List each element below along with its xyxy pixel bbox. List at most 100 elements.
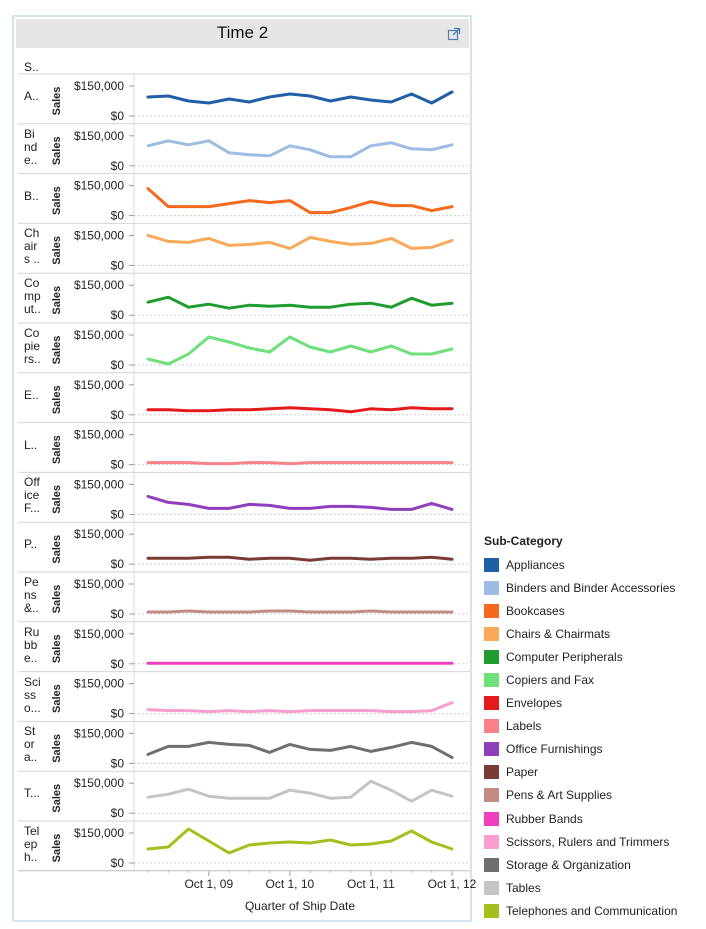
legend-label: Binders and Binder Accessories xyxy=(506,580,676,595)
legend-title: Sub-Category xyxy=(484,534,563,548)
x-tick-label: Oct 1, 12 xyxy=(428,877,477,891)
x-tick-label: Oct 1, 11 xyxy=(347,877,395,891)
legend-item[interactable]: Envelopes xyxy=(484,692,704,715)
y-axis-title: Sales xyxy=(51,585,63,614)
y-tick-label: $0 xyxy=(111,159,125,173)
series-line xyxy=(146,555,454,562)
y-tick-label: $0 xyxy=(111,258,125,272)
y-tick-label: $150,000 xyxy=(74,179,124,193)
y-tick-label: $150,000 xyxy=(74,577,124,591)
legend-swatch xyxy=(484,649,499,664)
row-label: Off ice F... xyxy=(24,475,41,516)
series-line xyxy=(146,494,454,511)
row-label: B.. xyxy=(24,188,39,203)
y-axis-title: Sales xyxy=(51,435,63,464)
legend-item[interactable]: Copiers and Fax xyxy=(484,668,704,691)
legend-label: Rubber Bands xyxy=(506,811,583,826)
y-axis-title: Sales xyxy=(51,485,63,514)
y-tick-label: $150,000 xyxy=(74,527,124,541)
legend-label: Labels xyxy=(506,719,542,734)
y-axis-title: Sales xyxy=(51,186,63,215)
y-tick-label: $150,000 xyxy=(74,378,124,392)
legend-label: Scissors, Rulers and Trimmers xyxy=(506,834,670,849)
legend-swatch xyxy=(484,788,499,803)
row-label: E.. xyxy=(24,387,39,402)
legend-swatch xyxy=(484,603,499,618)
y-tick-label: $0 xyxy=(111,557,125,571)
y-tick-label: $0 xyxy=(111,856,125,870)
y-axis-title: Sales xyxy=(51,87,63,116)
legend-swatch xyxy=(484,673,499,688)
legend-label: Bookcases xyxy=(506,603,565,618)
legend-label: Telephones and Communication xyxy=(506,903,678,918)
legend-swatch xyxy=(484,834,499,849)
series-line xyxy=(146,406,454,414)
y-tick-label: $150,000 xyxy=(74,79,124,93)
y-tick-label: $150,000 xyxy=(74,776,124,790)
row-label: A.. xyxy=(24,89,39,103)
legend-label: Copiers and Fax xyxy=(506,673,595,688)
y-axis-title: Sales xyxy=(51,784,63,813)
series-line xyxy=(146,90,454,105)
y-axis-title: Sales xyxy=(51,385,63,414)
legend-swatch xyxy=(484,811,499,826)
popout-icon[interactable] xyxy=(447,27,461,41)
y-tick-label: $150,000 xyxy=(74,826,124,840)
y-tick-label: $150,000 xyxy=(74,477,124,491)
column-header: S.. xyxy=(24,60,39,74)
legend-swatch xyxy=(484,903,499,918)
title-bar: Time 2 xyxy=(16,19,469,48)
series-line xyxy=(146,233,454,250)
y-tick-label: $0 xyxy=(111,308,125,322)
x-tick-label: Oct 1, 09 xyxy=(184,877,233,891)
legend-item[interactable]: Appliances xyxy=(484,553,704,576)
series-line xyxy=(146,139,454,159)
legend-item[interactable]: Bookcases xyxy=(484,599,704,622)
legend-item[interactable]: Binders and Binder Accessories xyxy=(484,576,704,599)
legend-item[interactable]: Computer Peripherals xyxy=(484,645,704,668)
series-line xyxy=(146,827,454,855)
y-tick-label: $150,000 xyxy=(74,228,124,242)
legend-swatch xyxy=(484,719,499,734)
legend-item[interactable]: Paper xyxy=(484,761,704,784)
y-axis-title: Sales xyxy=(51,684,63,713)
legend-item[interactable]: Labels xyxy=(484,715,704,738)
x-axis-title: Quarter of Ship Date xyxy=(244,899,356,913)
y-tick-label: $150,000 xyxy=(74,428,124,442)
legend-label: Tables xyxy=(506,880,541,895)
chart-title: Time 2 xyxy=(216,23,269,42)
legend-item[interactable]: Scissors, Rulers and Trimmers xyxy=(484,830,704,853)
row-label: Co pie rs.. xyxy=(24,326,41,366)
y-tick-label: $0 xyxy=(111,358,125,372)
legend-item[interactable]: Storage & Organization xyxy=(484,853,704,876)
y-tick-label: $150,000 xyxy=(74,726,124,740)
legend-item[interactable]: Pens & Art Supplies xyxy=(484,784,704,807)
y-tick-label: $0 xyxy=(111,408,125,422)
row-label: Bi nd e.. xyxy=(24,126,38,167)
y-tick-label: $150,000 xyxy=(74,129,124,143)
y-tick-label: $0 xyxy=(111,458,125,472)
y-tick-label: $150,000 xyxy=(74,627,124,641)
row-label: St or a.. xyxy=(24,724,38,765)
y-axis-title: Sales xyxy=(51,535,63,564)
row-label: Tel ep h.. xyxy=(24,824,40,864)
y-tick-label: $0 xyxy=(111,209,125,223)
chart-panel xyxy=(12,15,472,922)
legend-item[interactable]: Tables xyxy=(484,876,704,899)
legend-item[interactable]: Chairs & Chairmats xyxy=(484,622,704,645)
legend-swatch xyxy=(484,696,499,711)
legend-item[interactable]: Telephones and Communication xyxy=(484,899,704,922)
row-label: P.. xyxy=(24,537,38,552)
series-line xyxy=(146,461,454,466)
legend-label: Pens & Art Supplies xyxy=(506,788,613,803)
legend-item[interactable]: Office Furnishings xyxy=(484,738,704,761)
legend-item[interactable]: Rubber Bands xyxy=(484,807,704,830)
row-label: L.. xyxy=(24,437,38,452)
series-line xyxy=(146,295,454,310)
row-label: Sci ss o... xyxy=(24,674,41,715)
row-label: Co mp ut.. xyxy=(24,276,41,317)
y-axis-title: Sales xyxy=(51,834,63,863)
legend-label: Paper xyxy=(506,765,539,780)
y-tick-label: $150,000 xyxy=(74,278,124,292)
